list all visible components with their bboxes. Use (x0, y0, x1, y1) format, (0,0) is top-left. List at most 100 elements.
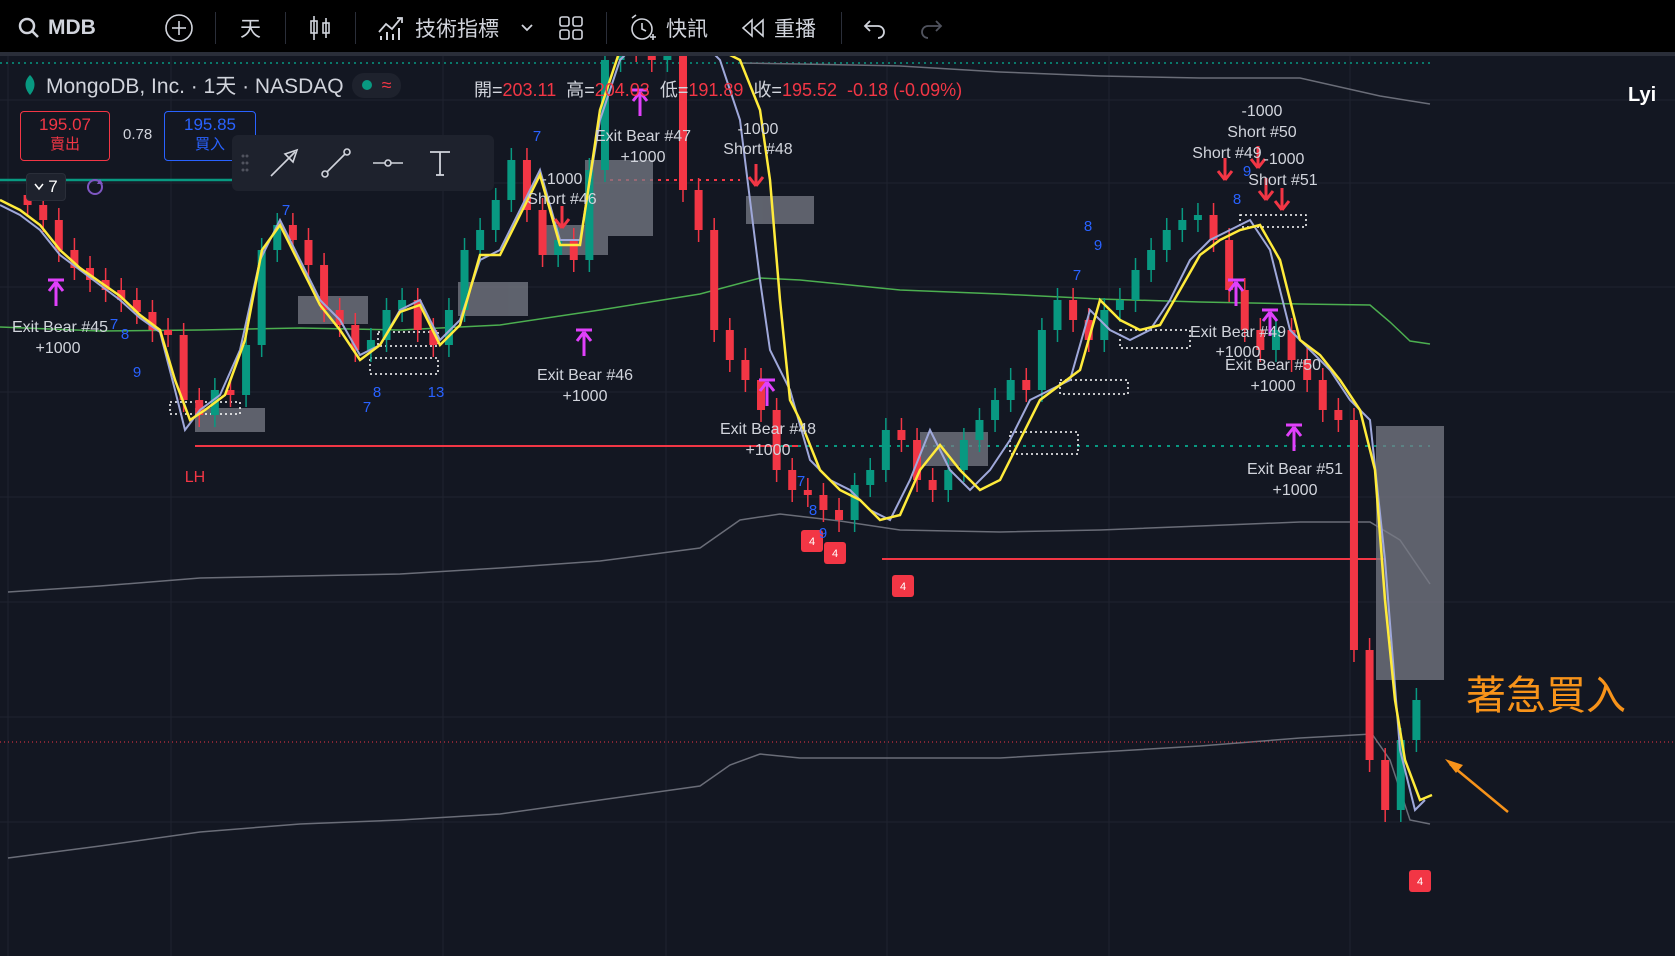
undo-button[interactable] (862, 0, 888, 56)
high-value: 204.03 (594, 80, 650, 100)
candle-body (288, 225, 297, 240)
horizontal-line-tool-button[interactable] (362, 135, 414, 191)
candle-body (1084, 320, 1093, 340)
signal-badge-label: 4 (832, 548, 838, 560)
short-label: Short #51 (1248, 172, 1317, 189)
candle-body (772, 410, 781, 470)
candle-body (741, 360, 750, 380)
redo-icon (921, 20, 943, 39)
exit-label: Exit Bear #48 (720, 421, 816, 438)
indicators-dropdown[interactable] (520, 0, 534, 56)
candle-body (1037, 330, 1046, 390)
signal-badge-label: 4 (1417, 876, 1423, 888)
signal-markers-layer: 4 4 4 4 (47, 88, 1431, 892)
candle-body (1365, 650, 1374, 760)
candle-body (444, 310, 453, 345)
candle-body (1396, 740, 1405, 810)
exit-amount: +1000 (563, 388, 608, 405)
interval-value: 7 (48, 177, 58, 196)
candle-body (257, 250, 266, 345)
short-label: Short #50 (1227, 124, 1296, 141)
layout-grid-icon (559, 16, 583, 40)
change-value: -0.18 (-0.09%) (847, 80, 963, 100)
candle-body (959, 440, 968, 470)
candle-body (819, 495, 828, 510)
candle-body (132, 300, 141, 312)
indicators-button[interactable]: 技術指標 (377, 0, 499, 56)
interval-selector[interactable]: 7 (26, 173, 66, 201)
price-chart[interactable]: 4 4 4 4 Exit Bear #45 +1000 Exit Bear #46 +… (0, 56, 1675, 956)
count-label: 7 (282, 202, 290, 219)
candle-body (881, 430, 890, 470)
exit-amount: +1000 (1251, 378, 1296, 395)
count-label: 9 (1243, 163, 1251, 180)
count-label: 8 (809, 502, 817, 519)
candle-body (616, 56, 625, 60)
drag-handle-icon[interactable] (232, 135, 258, 191)
chart-canvas[interactable]: 4 4 4 4 Exit Bear #45 +1000 Exit Bear #46 +… (0, 56, 1675, 956)
sell-price: 195.07 (39, 115, 91, 134)
templates-button[interactable] (558, 0, 584, 56)
count-label: 8 (373, 384, 381, 401)
long-exit-arrow (1227, 278, 1245, 306)
indicators-icon (378, 17, 403, 40)
interval-button[interactable]: 天 (240, 0, 261, 56)
candle-body (1334, 410, 1343, 420)
candle-body (554, 240, 563, 255)
exit-label: Exit Bear #45 (12, 319, 108, 336)
candle-body (398, 300, 407, 310)
candle-body (647, 56, 656, 60)
candle-body (1318, 380, 1327, 410)
signal-badge (892, 575, 914, 597)
sequence-counts: 7 7 7 8 9 7 8 13 7 8 9 8 9 7 8 9 (110, 128, 1251, 542)
candle-body (1287, 330, 1296, 360)
slow-ma-line (0, 56, 1426, 812)
short-amount: -1000 (738, 121, 779, 138)
candle-body (1256, 330, 1265, 350)
toolbar-divider (215, 12, 216, 44)
replay-label: 重播 (774, 18, 816, 41)
arrow-tool-button[interactable] (258, 135, 310, 191)
text-tool-button[interactable] (414, 135, 466, 191)
long-exit-arrow (1261, 308, 1279, 336)
high-label: 高= (566, 80, 595, 100)
toolbar-divider (355, 12, 356, 44)
redo-button[interactable] (918, 0, 944, 56)
exit-label: Exit Bear #51 (1247, 461, 1343, 478)
sync-icon[interactable] (84, 176, 106, 203)
candle-body (179, 335, 188, 400)
exit-amount: +1000 (1273, 482, 1318, 499)
candle-body (835, 510, 844, 520)
candle-body (975, 420, 984, 440)
exit-label: Exit Bear #46 (537, 367, 633, 384)
trendline-icon (321, 148, 351, 178)
chart-type-button[interactable] (308, 0, 332, 56)
signal-badge (824, 542, 846, 564)
replay-button[interactable]: 重播 (740, 0, 816, 56)
candle-body (195, 400, 204, 415)
candle-body (1022, 380, 1031, 390)
symbol-search-button[interactable]: MDB (18, 0, 96, 56)
candle-body (242, 345, 251, 395)
undo-icon (863, 20, 885, 39)
status-dot-icon (361, 80, 372, 90)
short-entry-arrow (1257, 178, 1275, 201)
count-label: 9 (133, 364, 141, 381)
trendline-tool-button[interactable] (310, 135, 362, 191)
sell-button[interactable]: 195.07 賣出 (20, 111, 110, 161)
lower-gray-band (7, 733, 1431, 859)
compare-symbol-button[interactable] (164, 0, 194, 56)
candle-body (1240, 290, 1249, 330)
chart-legend: MongoDB, Inc. · 1天 · NASDAQ ≈ (22, 70, 402, 100)
exit-label: Exit Bear #47 (595, 128, 691, 145)
signal-badge (801, 530, 823, 552)
close-label: 收= (753, 80, 782, 100)
signal-badge-label: 4 (809, 536, 815, 548)
alerts-button[interactable]: 快訊 (628, 0, 708, 56)
exit-label: Exit Bear #50 (1225, 357, 1321, 374)
spread-value: 0.78 (123, 126, 153, 143)
plus-circle-icon (165, 14, 193, 42)
interval-label: 天 (240, 18, 261, 41)
candle-body (226, 390, 235, 395)
market-status[interactable]: ≈ (351, 72, 402, 98)
